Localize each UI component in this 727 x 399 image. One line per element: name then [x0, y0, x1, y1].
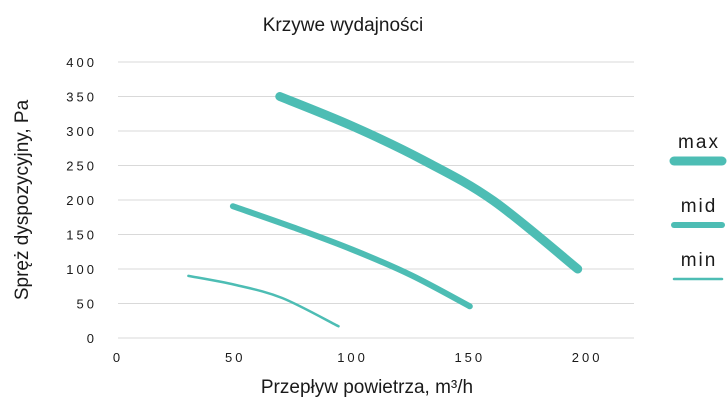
- x-axis-label: Przepływ powietrza, m³/h: [261, 377, 473, 398]
- x-tick-label: 150: [454, 350, 485, 365]
- y-tick-label: 50: [77, 297, 97, 312]
- x-tick-label: 50: [225, 350, 245, 365]
- y-tick-label: 300: [66, 124, 97, 139]
- legend: max mid min: [669, 132, 727, 281]
- y-tick-label: 250: [66, 159, 97, 174]
- legend-label-min: min: [681, 250, 718, 271]
- curve-min: [187, 274, 340, 328]
- legend-label-max: max: [678, 132, 720, 153]
- curve-mid: [229, 203, 473, 310]
- y-axis-label: Spręż dyspozycyjny, Pa: [12, 99, 33, 300]
- x-axis-ticks: 0 50 100 150 200: [113, 350, 603, 365]
- curve-max: [275, 92, 583, 274]
- legend-label-mid: mid: [681, 196, 718, 217]
- x-tick-label: 0: [113, 350, 123, 365]
- y-tick-label: 150: [66, 228, 97, 243]
- y-axis-ticks: 0 50 100 150 200 250 300 350 400: [66, 55, 97, 346]
- y-tick-label: 400: [66, 55, 97, 70]
- x-tick-label: 200: [572, 350, 603, 365]
- y-tick-label: 350: [66, 90, 97, 105]
- y-tick-label: 200: [66, 193, 97, 208]
- y-tick-label: 100: [66, 262, 97, 277]
- curves: [187, 92, 583, 328]
- x-tick-label: 100: [337, 350, 368, 365]
- gridlines: [118, 61, 634, 339]
- chart-title: Krzywe wydajności: [263, 15, 424, 36]
- y-tick-label: 0: [87, 331, 97, 346]
